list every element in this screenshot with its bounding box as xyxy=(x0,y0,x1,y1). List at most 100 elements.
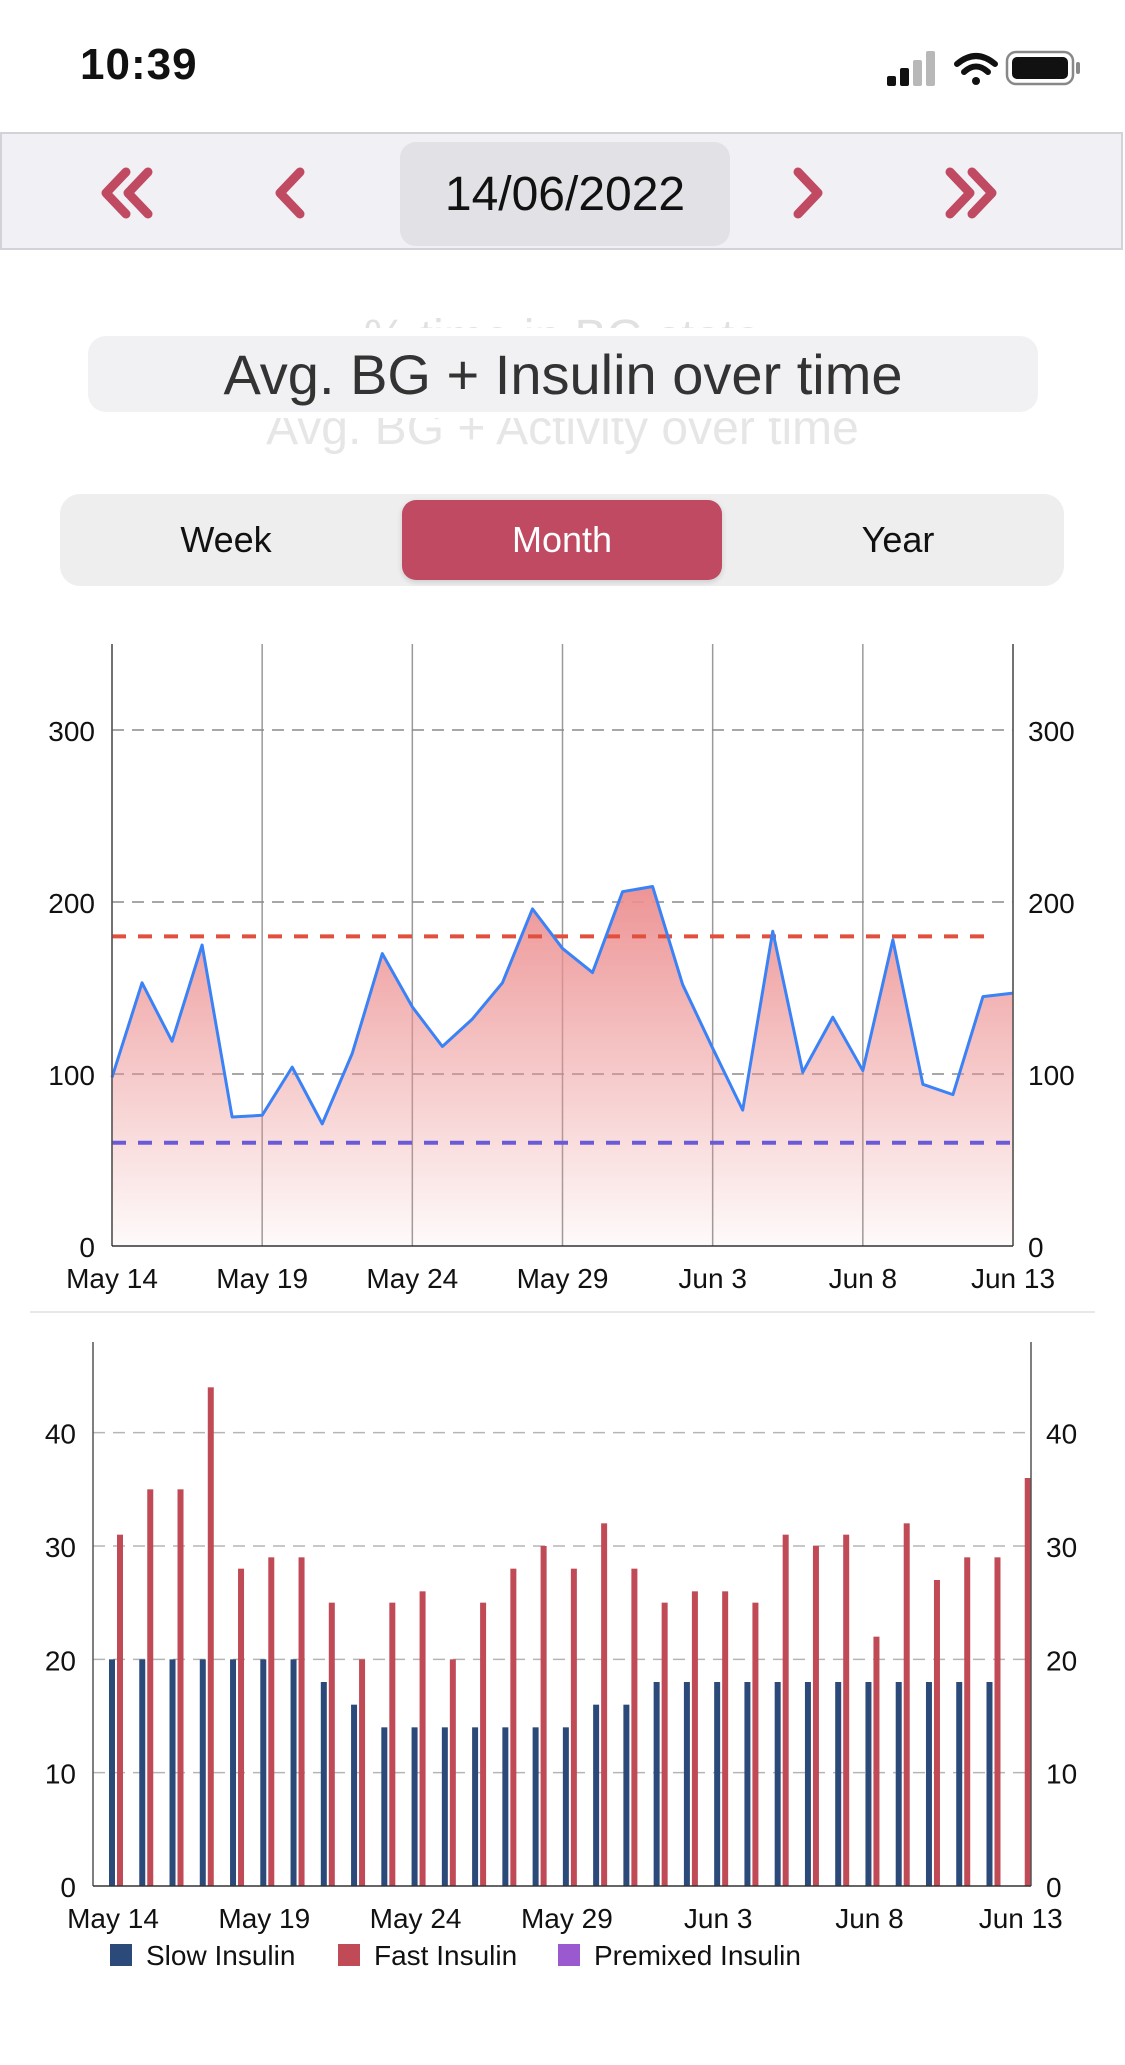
insulin-bar-fast-insulin xyxy=(601,1523,608,1886)
bg-x-tick-label: May 14 xyxy=(66,1263,158,1294)
bg-y-tick-left: 100 xyxy=(48,1060,95,1091)
insulin-bar-slow-insulin xyxy=(623,1704,630,1886)
insulin-bar-slow-insulin xyxy=(774,1682,781,1886)
insulin-bar-fast-insulin xyxy=(964,1557,971,1886)
insulin-bar-fast-insulin xyxy=(661,1602,668,1886)
insulin-bar-slow-insulin xyxy=(593,1704,600,1886)
battery-icon xyxy=(1005,50,1080,86)
insulin-y-tick-left: 30 xyxy=(45,1532,76,1563)
legend-swatch-fast-insulin xyxy=(338,1944,360,1966)
insulin-bar-fast-insulin xyxy=(812,1546,819,1886)
bg-y-tick-right: 100 xyxy=(1028,1060,1075,1091)
insulin-bar-fast-insulin xyxy=(843,1534,850,1886)
insulin-x-tick-label: May 24 xyxy=(370,1903,462,1934)
bg-x-tick-label: May 29 xyxy=(517,1263,609,1294)
insulin-bar-slow-insulin xyxy=(290,1659,297,1886)
legend-label: Slow Insulin xyxy=(146,1940,295,1971)
insulin-x-tick-label: Jun 13 xyxy=(979,1903,1063,1934)
insulin-x-tick-label: May 29 xyxy=(521,1903,613,1934)
insulin-bar-slow-insulin xyxy=(472,1727,479,1886)
insulin-bar-fast-insulin xyxy=(177,1489,184,1886)
legend-swatch-premixed-insulin xyxy=(558,1944,580,1966)
insulin-bar-fast-insulin xyxy=(389,1602,396,1886)
insulin-bar-fast-insulin xyxy=(691,1591,698,1886)
bg-y-tick-right: 200 xyxy=(1028,888,1075,919)
insulin-bar-slow-insulin xyxy=(714,1682,721,1886)
insulin-bar-fast-insulin xyxy=(570,1568,577,1886)
insulin-bar-slow-insulin xyxy=(260,1659,267,1886)
insulin-y-tick-right: 40 xyxy=(1046,1419,1077,1450)
insulin-y-tick-left: 0 xyxy=(60,1872,76,1903)
insulin-bar-fast-insulin xyxy=(722,1591,729,1886)
chevron-left-icon xyxy=(275,167,305,219)
date-navigation-bar: 14/06/2022 xyxy=(0,132,1123,250)
bg-y-tick-right: 0 xyxy=(1028,1232,1044,1263)
tab-month[interactable]: Month xyxy=(402,500,722,580)
insulin-bar-fast-insulin xyxy=(207,1387,214,1886)
previous-month-button[interactable] xyxy=(94,158,164,228)
insulin-bar-fast-insulin xyxy=(480,1602,487,1886)
status-time: 10:39 xyxy=(80,40,198,89)
insulin-bar-fast-insulin xyxy=(903,1523,910,1886)
tab-year[interactable]: Year xyxy=(861,519,935,560)
bg-x-tick-label: May 24 xyxy=(366,1263,458,1294)
insulin-bar-slow-insulin xyxy=(804,1682,811,1886)
insulin-bar-slow-insulin xyxy=(744,1682,751,1886)
insulin-bar-slow-insulin xyxy=(411,1727,418,1886)
insulin-bar-fast-insulin xyxy=(1024,1478,1031,1886)
double-chevron-left-icon xyxy=(101,167,153,219)
insulin-bar-fast-insulin xyxy=(631,1568,638,1886)
status-icons xyxy=(887,50,1080,86)
insulin-y-tick-left: 20 xyxy=(45,1645,76,1676)
insulin-bar-slow-insulin xyxy=(895,1682,902,1886)
insulin-bar-fast-insulin xyxy=(238,1568,245,1886)
insulin-bar-slow-insulin xyxy=(381,1727,388,1886)
cellular-signal-icon xyxy=(887,51,935,86)
insulin-y-tick-right: 30 xyxy=(1046,1532,1077,1563)
insulin-bar-fast-insulin xyxy=(419,1591,426,1886)
insulin-x-tick-label: May 14 xyxy=(67,1903,159,1934)
insulin-bar-slow-insulin xyxy=(441,1727,448,1886)
bg-area-fill xyxy=(112,886,1013,1246)
insulin-bar-fast-insulin xyxy=(117,1534,123,1886)
bg-x-tick-label: May 19 xyxy=(216,1263,308,1294)
tab-week[interactable]: Week xyxy=(180,519,272,560)
next-day-button[interactable] xyxy=(772,158,842,228)
bg-chart: 0 0 100 100 200 200 300 300 May 14 May 19 May 24 Ma… xyxy=(48,644,1075,1294)
insulin-bar-slow-insulin xyxy=(320,1682,327,1886)
bg-y-tick-right: 300 xyxy=(1028,716,1075,747)
insulin-bar-slow-insulin xyxy=(532,1727,539,1886)
insulin-y-tick-right: 10 xyxy=(1046,1759,1077,1790)
insulin-x-tick-label: Jun 8 xyxy=(835,1903,904,1934)
bg-y-tick-left: 200 xyxy=(48,888,95,919)
wifi-icon xyxy=(954,53,998,85)
date-selector[interactable]: 14/06/2022 xyxy=(400,142,730,246)
insulin-y-tick-right: 0 xyxy=(1046,1872,1062,1903)
insulin-bar-slow-insulin xyxy=(835,1682,842,1886)
report-picker-selected[interactable]: Avg. BG + Insulin over time xyxy=(88,336,1038,412)
insulin-bar-fast-insulin xyxy=(359,1659,366,1886)
insulin-chart: 0 0 10 10 20 20 30 30 40 40 May 14 May 19 May 24 May … xyxy=(45,1342,1077,1971)
previous-day-button[interactable] xyxy=(256,158,326,228)
next-month-button[interactable] xyxy=(934,158,1004,228)
insulin-bar-fast-insulin xyxy=(540,1546,547,1886)
chevron-right-icon xyxy=(793,167,823,219)
bg-series-line xyxy=(110,885,1014,1126)
insulin-bar-fast-insulin xyxy=(298,1557,305,1886)
insulin-bar-slow-insulin xyxy=(865,1682,872,1886)
insulin-bar-slow-insulin xyxy=(683,1682,690,1886)
insulin-bar-fast-insulin xyxy=(752,1602,759,1886)
bg-x-tick-label: Jun 8 xyxy=(829,1263,898,1294)
legend-label: Premixed Insulin xyxy=(594,1940,801,1971)
status-bar: 10:39 xyxy=(0,0,1125,132)
insulin-bar-slow-insulin xyxy=(562,1727,569,1886)
bg-x-tick-label: Jun 3 xyxy=(678,1263,747,1294)
bg-y-tick-left: 300 xyxy=(48,716,95,747)
picker-option-next[interactable]: Avg. BG + Activity over time xyxy=(266,418,859,454)
picker-option-previous[interactable]: % time in BG state xyxy=(0,290,1125,328)
insulin-bar-fast-insulin xyxy=(268,1557,275,1886)
insulin-bar-slow-insulin xyxy=(502,1727,509,1886)
insulin-bar-slow-insulin xyxy=(109,1659,115,1886)
insulin-bar-slow-insulin xyxy=(956,1682,963,1886)
insulin-x-tick-label: May 19 xyxy=(218,1903,310,1934)
